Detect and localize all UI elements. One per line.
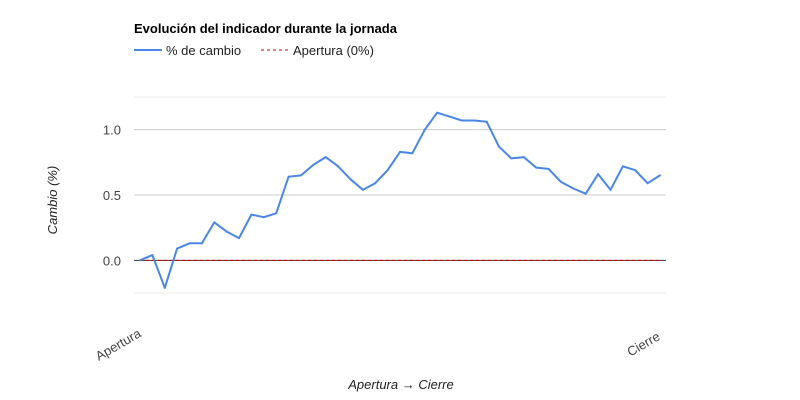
data-point bbox=[200, 242, 203, 245]
series-line-percent-change bbox=[139, 111, 661, 289]
data-point bbox=[423, 128, 426, 131]
data-point bbox=[287, 175, 290, 178]
data-point bbox=[448, 115, 451, 118]
legend-label-percent-change: % de cambio bbox=[166, 43, 241, 58]
data-point bbox=[163, 286, 166, 289]
data-point bbox=[361, 188, 364, 191]
data-point bbox=[213, 221, 216, 224]
data-point bbox=[262, 216, 265, 219]
data-point bbox=[139, 259, 141, 262]
data-point bbox=[460, 119, 463, 122]
y-axis-title: Cambio (%) bbox=[45, 166, 60, 235]
data-point bbox=[349, 178, 352, 181]
data-point bbox=[225, 230, 228, 233]
data-point bbox=[597, 173, 600, 176]
data-point bbox=[399, 150, 401, 153]
y-tick-label: 0.0 bbox=[103, 253, 121, 268]
data-point bbox=[436, 111, 439, 114]
data-point bbox=[324, 156, 327, 159]
data-point bbox=[473, 119, 476, 122]
legend: % de cambio Apertura (0%) bbox=[134, 43, 374, 58]
data-point bbox=[659, 174, 661, 177]
data-point bbox=[300, 174, 302, 177]
data-point bbox=[374, 182, 377, 185]
gridlines bbox=[134, 96, 666, 294]
y-tick-label: 0.5 bbox=[103, 188, 121, 203]
x-axis-title: Apertura → Cierre bbox=[347, 377, 453, 392]
data-point bbox=[176, 247, 179, 250]
data-point bbox=[151, 254, 154, 257]
data-point bbox=[535, 166, 538, 169]
main-series bbox=[139, 111, 661, 289]
data-point bbox=[621, 165, 624, 168]
data-point bbox=[238, 237, 240, 240]
x-tick-label-end: Cierre bbox=[624, 329, 662, 360]
data-point bbox=[411, 152, 414, 155]
data-point bbox=[634, 169, 637, 172]
y-tick-label: 1.0 bbox=[103, 123, 121, 138]
data-point bbox=[498, 145, 500, 148]
data-point bbox=[275, 212, 278, 215]
data-point bbox=[312, 163, 315, 166]
data-point bbox=[609, 188, 612, 191]
data-point bbox=[547, 167, 550, 170]
legend-label-opening: Apertura (0%) bbox=[293, 43, 374, 58]
data-point bbox=[485, 120, 488, 123]
data-point bbox=[584, 192, 587, 195]
data-point bbox=[646, 182, 649, 185]
data-point bbox=[560, 180, 562, 183]
data-point bbox=[386, 169, 389, 172]
x-axis-tick-labels: Apertura Cierre bbox=[93, 325, 663, 363]
x-tick-label-start: Apertura bbox=[93, 325, 144, 363]
data-point bbox=[572, 187, 575, 190]
chart-title: Evolución del indicador durante la jorna… bbox=[134, 21, 398, 36]
data-point bbox=[337, 165, 340, 168]
data-point bbox=[510, 157, 513, 160]
data-point bbox=[250, 213, 253, 216]
data-point bbox=[188, 242, 191, 245]
y-axis-tick-labels: 1.0 0.5 0.0 bbox=[103, 123, 121, 269]
data-point bbox=[522, 156, 525, 159]
